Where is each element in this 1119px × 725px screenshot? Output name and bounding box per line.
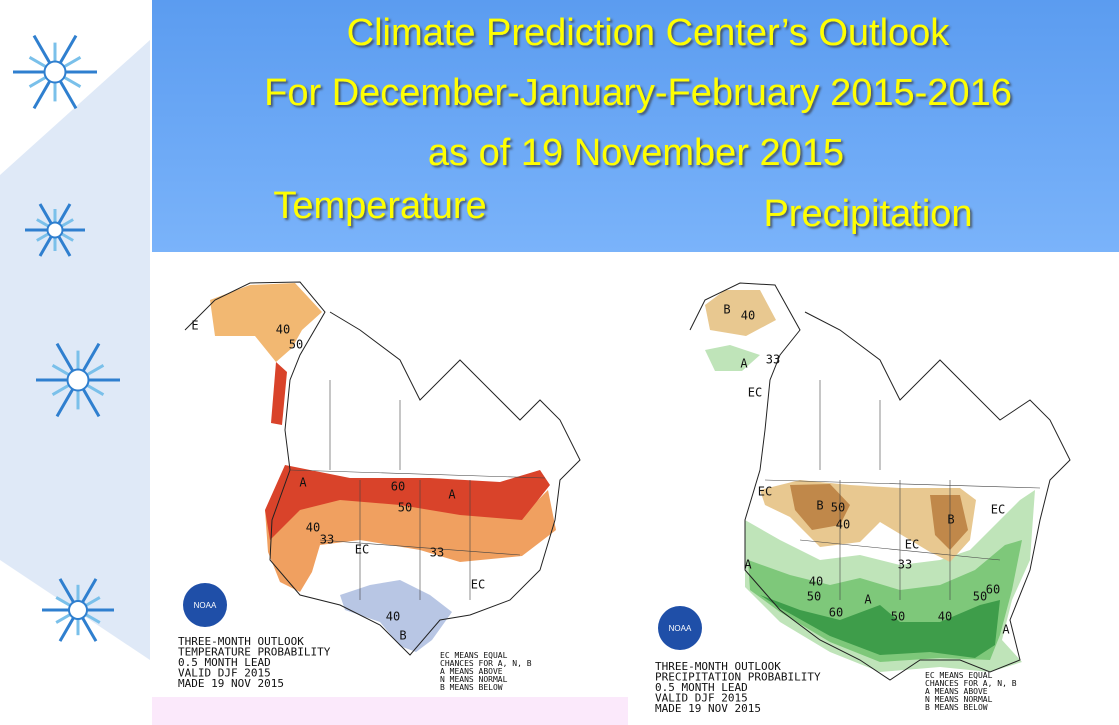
- map-footer-line: 0.5 MONTH LEAD: [178, 656, 271, 669]
- snowflake-core: [66, 368, 90, 392]
- snowflake: [25, 203, 85, 257]
- map-label: 40: [276, 323, 290, 337]
- borders: [289, 380, 546, 600]
- map-label: A: [1002, 623, 1010, 637]
- title-line: Climate Prediction Center’s Outlook: [347, 12, 951, 54]
- map-label: 40: [386, 610, 400, 624]
- map-footer-line: THREE-MONTH OUTLOOK: [178, 635, 304, 648]
- map-legend-line: EC MEANS EQUAL: [440, 651, 508, 660]
- snowflake: [42, 578, 114, 642]
- map-label: 60: [829, 606, 843, 620]
- map-footer-line: 0.5 MONTH LEAD: [655, 681, 748, 694]
- snowflake-core: [43, 60, 67, 84]
- map-footer-line: PRECIPITATION PROBABILITY: [655, 671, 821, 684]
- map-legend-line: CHANCES FOR A, N, B: [440, 659, 532, 668]
- coastline: [184, 281, 581, 656]
- map-footer-line: VALID DJF 2015: [178, 667, 271, 680]
- snowflake-core: [68, 600, 88, 620]
- noaa-logo: [183, 583, 227, 627]
- title-line: For December-January-February 2015-2016: [264, 72, 1012, 114]
- map-label: 60: [986, 583, 1000, 597]
- map-label: 50: [289, 338, 303, 352]
- snowflake: [36, 342, 120, 418]
- side-band: [0, 40, 150, 660]
- map-label: B: [723, 303, 730, 317]
- map-label: 33: [766, 353, 780, 367]
- map-label: EC: [355, 543, 369, 557]
- map-label: EC: [471, 578, 485, 592]
- area-above-high: [271, 362, 287, 425]
- map-label: EC: [991, 503, 1005, 517]
- map-label: 50: [891, 610, 905, 624]
- map-footer-line: TEMPERATURE PROBABILITY: [178, 646, 331, 659]
- title-line: as of 19 November 2015: [428, 132, 844, 174]
- noaa-logo: [658, 606, 702, 650]
- area-above: [705, 345, 760, 371]
- map-legend-line: EC MEANS EQUAL: [925, 671, 993, 680]
- map-label: E: [191, 319, 198, 333]
- map-label: A: [744, 558, 752, 572]
- map-label: 40: [306, 521, 320, 535]
- header-band: [152, 0, 1119, 252]
- area-above-high: [760, 595, 1000, 658]
- map-label: EC: [748, 386, 762, 400]
- map-label: B: [816, 499, 823, 513]
- map-label: A: [448, 488, 456, 502]
- map-label: B: [947, 513, 954, 527]
- map-label: 33: [320, 533, 334, 547]
- noaa-logo-text: NOAA: [669, 624, 692, 633]
- map-label: EC: [758, 485, 772, 499]
- snowflake-core: [46, 221, 64, 239]
- map-footer-line: MADE 19 NOV 2015: [178, 677, 284, 690]
- map-label: 60: [391, 480, 405, 494]
- map-legend-line: N MEANS NORMAL: [440, 675, 508, 684]
- map-label: 40: [836, 518, 850, 532]
- map-label: EC: [905, 538, 919, 552]
- map-label: 33: [898, 558, 912, 572]
- coastline: [689, 282, 1071, 681]
- area-above: [210, 283, 322, 362]
- map-label: 50: [398, 501, 412, 515]
- map-label: 50: [973, 590, 987, 604]
- map-label: B: [399, 629, 406, 643]
- map-label: 40: [741, 309, 755, 323]
- area-above-high: [265, 465, 550, 540]
- area-below: [340, 580, 452, 652]
- map-footer-line: MADE 19 NOV 2015: [655, 702, 761, 715]
- map-label: 50: [807, 590, 821, 604]
- map-legend-line: CHANCES FOR A, N, B: [925, 679, 1017, 688]
- map-label: 40: [809, 575, 823, 589]
- map-footer-line: THREE-MONTH OUTLOOK: [655, 660, 781, 673]
- map-label: A: [740, 357, 748, 371]
- precip-map: NOAA: [658, 282, 1071, 681]
- map-legend-line: A MEANS ABOVE: [925, 687, 988, 696]
- map-legend-line: B MEANS BELOW: [925, 703, 988, 712]
- map-label: 33: [430, 546, 444, 560]
- panel-title: Precipitation: [763, 193, 972, 235]
- area-below-high: [930, 495, 968, 550]
- panel-title: Temperature: [273, 185, 486, 227]
- map-label: A: [299, 476, 307, 490]
- map-label: 40: [938, 610, 952, 624]
- map-label: A: [864, 593, 872, 607]
- noaa-logo-text: NOAA: [194, 601, 217, 610]
- area-below: [705, 290, 776, 336]
- temp-panel-foot: [152, 697, 628, 725]
- map-legend-line: A MEANS ABOVE: [440, 667, 503, 676]
- area-below-high: [790, 484, 850, 530]
- map-label: 50: [831, 501, 845, 515]
- map-legend-line: B MEANS BELOW: [440, 683, 503, 692]
- temp-map: NOAA: [183, 281, 581, 656]
- borders: [764, 380, 1041, 600]
- map-footer-line: VALID DJF 2015: [655, 692, 748, 705]
- map-legend-line: N MEANS NORMAL: [925, 695, 993, 704]
- snowflake: [13, 34, 97, 110]
